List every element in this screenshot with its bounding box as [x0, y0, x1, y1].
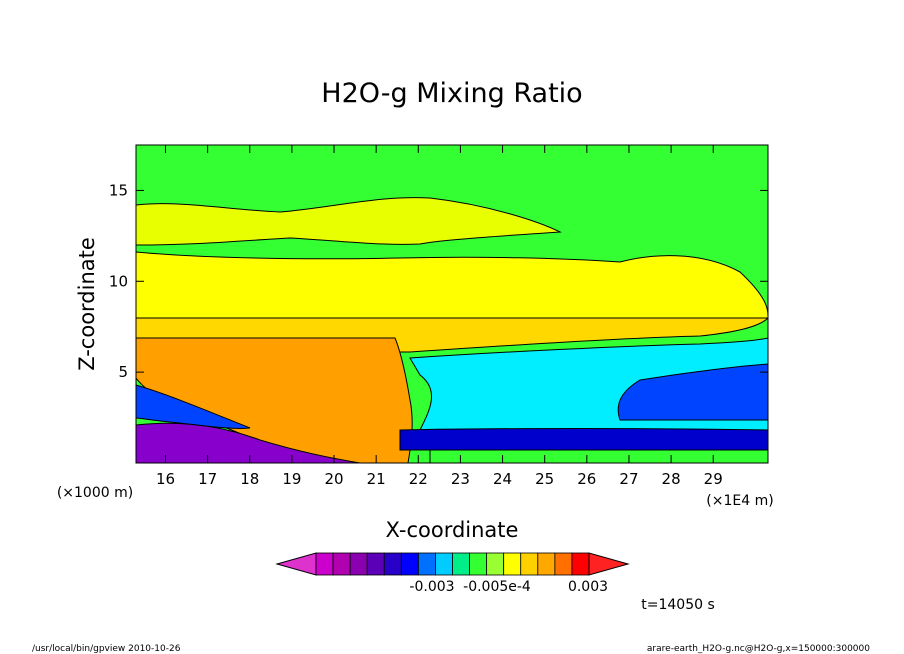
x-unit-left: (×1000 m) — [57, 485, 133, 501]
region-lower-left-blue — [136, 384, 251, 429]
region-upper-yellow-band — [136, 251, 768, 319]
x-tick-label: 22 — [409, 470, 428, 488]
colorbar: -0.003 -0.005e-4 0.003 — [275, 552, 630, 595]
x-tick-label: 21 — [367, 470, 386, 488]
y-tick-label: 5 — [118, 363, 128, 381]
x-tick-label: 28 — [662, 470, 681, 488]
time-label: t=14050 s — [641, 597, 715, 613]
y-tick-label: 10 — [109, 272, 128, 290]
x-tick-label: 27 — [619, 470, 638, 488]
colorbar-segment — [417, 552, 436, 576]
colorbar-segment — [503, 552, 522, 576]
plot-area — [135, 144, 769, 464]
colorbar-segment — [400, 552, 419, 576]
colorbar-segment — [571, 552, 590, 576]
colorbar-segment — [520, 552, 539, 576]
colorbar-segment — [315, 552, 334, 576]
x-unit-right: (×1E4 m) — [706, 493, 773, 509]
colorbar-left-arrow — [275, 552, 317, 576]
colorbar-segment — [452, 552, 470, 576]
colorbar-label-3: 0.003 — [568, 579, 608, 595]
x-axis-label: X-coordinate — [386, 518, 519, 542]
region-bottom-green — [429, 449, 768, 463]
colorbar-label-1: -0.003 — [409, 579, 454, 595]
region-low-blue-band — [399, 428, 768, 451]
colorbar-segment — [332, 552, 351, 576]
colorbar-segment — [349, 552, 368, 576]
colorbar-segment — [469, 552, 488, 576]
colorbar-right-arrow — [588, 552, 630, 576]
x-tick-label: 24 — [493, 470, 512, 488]
chart-title: H2O-g Mixing Ratio — [321, 78, 582, 109]
region-lower-left-purple — [136, 422, 361, 463]
footer-left: /usr/local/bin/gpview 2010-10-26 — [32, 644, 181, 654]
colorbar-label-2: -0.005e-4 — [463, 579, 531, 595]
plot-frame — [135, 144, 769, 464]
colorbar-segment — [383, 552, 402, 576]
x-tick-label: 29 — [704, 470, 723, 488]
colorbar-segment — [554, 552, 573, 576]
x-tick-label: 26 — [577, 470, 596, 488]
colorbar-segment — [435, 552, 453, 576]
region-upper-moist-band — [136, 197, 562, 246]
x-tick-label: 23 — [451, 470, 470, 488]
colorbar-segment — [537, 552, 556, 576]
x-axis-ticks: 16 17 18 19 20 21 22 23 24 25 26 27 28 29 — [156, 145, 723, 488]
x-tick-label: 16 — [156, 470, 175, 488]
x-tick-label: 25 — [535, 470, 554, 488]
colorbar-segment — [486, 552, 505, 576]
y-tick-label: 15 — [109, 181, 128, 199]
y-axis-label: Z-coordinate — [75, 237, 99, 371]
colorbar-segment — [366, 552, 385, 576]
y-axis-ticks: 5 10 15 — [109, 181, 768, 381]
footer-right: arare-earth_H2O-g.nc@H2O-g,x=150000:3000… — [647, 644, 870, 654]
x-tick-label: 18 — [240, 470, 259, 488]
x-tick-label: 17 — [198, 470, 217, 488]
x-tick-label: 19 — [282, 470, 301, 488]
x-tick-label: 20 — [324, 470, 343, 488]
